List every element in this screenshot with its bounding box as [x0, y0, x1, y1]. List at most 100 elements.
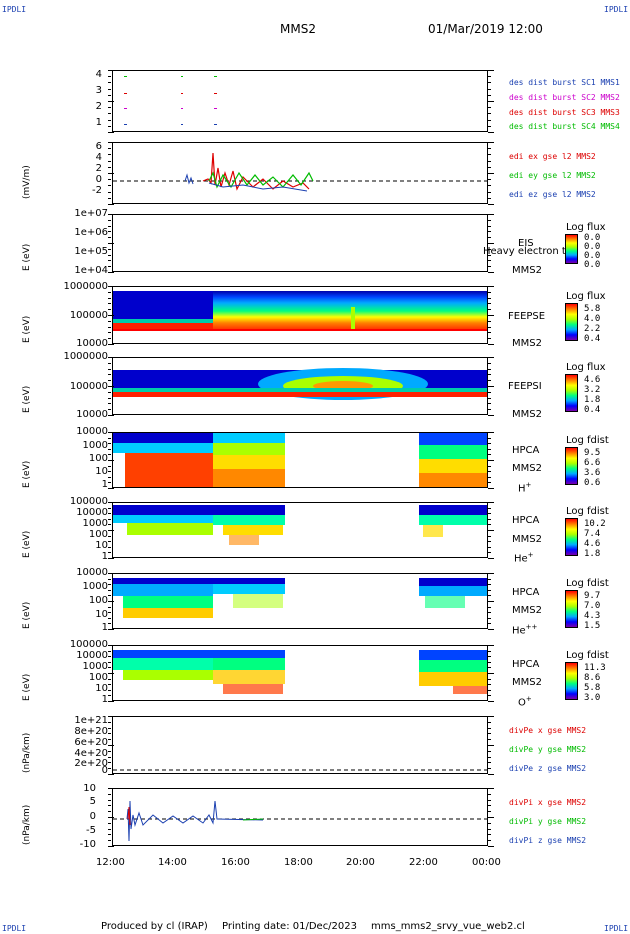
axis-tick-mark — [108, 95, 111, 96]
feepsi-instrument: FEEPSI — [508, 381, 542, 392]
burst-ytick: 1 — [95, 117, 102, 128]
axis-tick-mark — [108, 260, 111, 261]
axis-tick-mark — [108, 513, 111, 514]
eis-overlay-label: Heavy electron to — [483, 246, 572, 257]
axis-tick-mark — [108, 508, 111, 509]
axis-tick-mark — [108, 477, 111, 478]
hpca-he-instrument: HPCA — [512, 515, 540, 526]
axis-tick-mark — [108, 805, 111, 806]
axis-tick-mark — [488, 547, 491, 548]
edi-ytick: 4 — [95, 152, 102, 163]
edi-ytick: 6 — [95, 141, 102, 152]
eis-cb-tick: 0.0 — [584, 251, 601, 261]
eis-ytick: 1e+06 — [74, 227, 108, 238]
hpca-h-ytick: 10000 — [76, 426, 108, 437]
hpca-hepp-ytick: 10000 — [76, 567, 108, 578]
feepsi-colorbar — [565, 374, 578, 412]
hpca-hepp-cb-tick: 9.7 — [584, 591, 601, 601]
axis-tick-mark — [108, 673, 114, 674]
axis-tick-mark — [108, 179, 111, 180]
hpca-h-ytick: 100 — [88, 453, 108, 464]
hpca-he-ytick: 100000 — [69, 496, 108, 507]
feepse-cb-tick: 2.2 — [584, 324, 601, 334]
feepse-panel — [112, 286, 488, 344]
axis-tick-mark — [108, 573, 114, 574]
eis-colorbar-title: Log flux — [566, 222, 606, 233]
eis-instrument: EIS — [518, 238, 534, 249]
axis-tick-mark — [488, 321, 491, 322]
burst-ytick: 2 — [95, 101, 102, 112]
axis-tick-mark — [488, 173, 494, 174]
axis-tick-mark — [488, 471, 491, 472]
axis-tick-mark — [108, 344, 114, 345]
axis-tick-mark — [108, 243, 114, 244]
axis-tick-mark — [108, 684, 111, 685]
axis-tick-mark — [488, 142, 494, 143]
axis-tick-mark — [488, 380, 491, 381]
axis-tick-mark — [108, 701, 114, 702]
axis-tick-mark — [488, 607, 491, 608]
hpca-o-ytick: 10 — [95, 683, 108, 694]
eis-ytick: 1e+07 — [74, 208, 108, 219]
axis-tick-mark — [488, 192, 491, 193]
axis-tick-mark — [488, 840, 491, 841]
axis-tick-mark — [108, 695, 111, 696]
axis-tick-mark — [108, 488, 114, 489]
feepsi-ylabel: E (eV) — [22, 385, 32, 413]
hpca-o-cb-tick: 3.0 — [584, 693, 601, 703]
axis-tick-mark — [108, 132, 114, 133]
hpca-h-ylabel: E (eV) — [22, 460, 32, 488]
axis-tick-mark — [488, 185, 491, 186]
hpca-o-instrument: HPCA — [512, 659, 540, 670]
hpca-o-cb-tick: 8.6 — [584, 673, 601, 683]
axis-tick-mark — [108, 471, 111, 472]
axis-tick-mark — [488, 214, 494, 215]
axis-tick-mark — [488, 249, 491, 250]
axis-tick-mark — [488, 107, 491, 108]
feepsi-cb-tick: 4.6 — [584, 375, 601, 385]
hpca-hepp-panel — [112, 573, 488, 629]
axis-tick-mark — [108, 579, 111, 580]
axis-tick-mark — [488, 154, 491, 155]
axis-tick-mark — [488, 403, 491, 404]
axis-tick-mark — [108, 645, 114, 646]
axis-tick-mark — [488, 101, 494, 102]
axis-tick-mark — [108, 601, 114, 602]
axis-tick-mark — [108, 167, 111, 168]
spacecraft-title: MMS2 — [280, 22, 316, 36]
axis-tick-mark — [108, 656, 111, 657]
hpca-h-cb-tick: 3.6 — [584, 468, 601, 478]
axis-tick-mark — [108, 651, 111, 652]
axis-tick-mark — [488, 386, 494, 387]
axis-tick-mark — [108, 154, 111, 155]
burst-ytick: 4 — [95, 69, 102, 80]
divpi-legend-1: divPi x gse MMS2 — [509, 798, 587, 807]
divpe-ytick: 4e+20 — [74, 748, 108, 759]
axis-tick-mark — [108, 739, 111, 740]
axis-tick-mark — [108, 811, 111, 812]
axis-tick-mark — [488, 338, 491, 339]
axis-tick-mark — [108, 834, 111, 835]
axis-tick-mark — [108, 584, 111, 585]
axis-tick-mark — [488, 690, 491, 691]
axis-tick-mark — [108, 226, 111, 227]
hpca-he-spacecraft: MMS2 — [512, 534, 542, 545]
feepse-ytick: 1000000 — [63, 281, 108, 292]
axis-tick-mark — [108, 679, 111, 680]
hpca-o-cb-tick: 11.3 — [584, 663, 606, 673]
axis-tick-mark — [108, 272, 114, 273]
axis-tick-mark — [108, 332, 111, 333]
eis-panel — [112, 214, 488, 272]
axis-tick-mark — [488, 728, 491, 729]
x-tick-label: 20:00 — [346, 857, 375, 868]
x-tick-label: 12:00 — [96, 857, 125, 868]
hpca-h-cb-tick: 6.6 — [584, 458, 601, 468]
hpca-h-ytick: 1 — [101, 479, 108, 490]
eis-ytick: 1e+05 — [74, 246, 108, 257]
axis-tick-mark — [488, 805, 491, 806]
axis-tick-mark — [108, 460, 114, 461]
axis-tick-mark — [108, 536, 111, 537]
axis-tick-mark — [488, 374, 491, 375]
x-tick-label: 22:00 — [409, 857, 438, 868]
burst-panel — [112, 70, 488, 132]
